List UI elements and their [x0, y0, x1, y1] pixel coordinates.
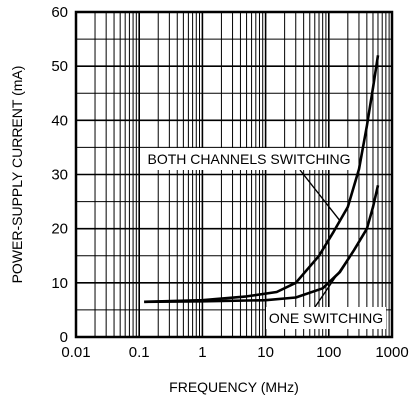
annotations: BOTH CHANNELS SWITCHING ONE SWITCHING — [146, 148, 386, 329]
y-tick-labels: 0 10 20 30 40 50 60 — [51, 4, 68, 346]
annotation-background — [146, 148, 352, 170]
y-tick-label: 20 — [51, 221, 68, 238]
annotation-leader — [314, 248, 356, 308]
y-axis-title: POWER-SUPPLY CURRENT (mA) — [9, 66, 25, 284]
x-tick-label: 10 — [257, 344, 274, 361]
plot-frame — [74, 10, 394, 339]
annotation-label: BOTH CHANNELS SWITCHING — [147, 151, 350, 167]
x-tick-label: 1000 — [375, 344, 408, 361]
y-tick-label: 30 — [51, 167, 68, 184]
x-tick-labels: 0.01 0.1 1 10 100 1000 — [61, 344, 408, 361]
annotation-background — [266, 307, 386, 329]
annotation-label: ONE SWITCHING — [269, 310, 383, 326]
x-tick-label: 1 — [198, 344, 206, 361]
y-tick-label: 50 — [51, 58, 68, 75]
grid — [76, 12, 392, 337]
annotation-leader — [299, 169, 341, 222]
y-tick-label: 40 — [51, 112, 68, 129]
series-line-1 — [144, 185, 380, 304]
data-curves — [144, 55, 380, 304]
y-tick-label: 10 — [51, 275, 68, 292]
x-axis-title: FREQUENCY (MHz) — [169, 379, 299, 395]
x-tick-label: 100 — [316, 344, 341, 361]
x-tick-label: 0.1 — [129, 344, 150, 361]
x-tick-label: 0.01 — [61, 344, 90, 361]
series-line-0 — [144, 55, 380, 304]
y-tick-label: 60 — [51, 4, 68, 21]
y-tick-label: 0 — [60, 329, 68, 346]
